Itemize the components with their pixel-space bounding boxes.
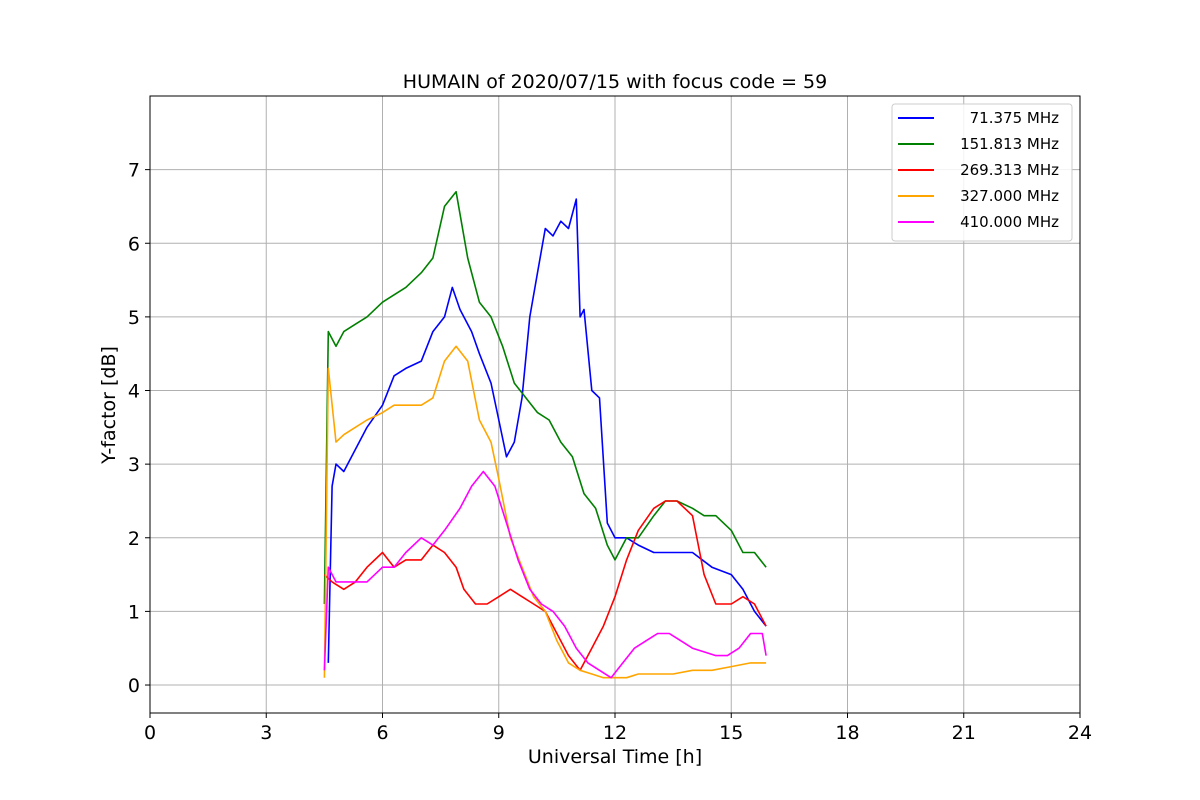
legend-box <box>891 103 1073 242</box>
series-line-0 <box>327 198 767 663</box>
chart-title: HUMAIN of 2020/07/15 with focus code = 5… <box>403 71 827 93</box>
legend: 71.375 MHz 151.813 MHz 269.313 MHz 327.000 … <box>891 103 1073 242</box>
series-line-3 <box>323 345 767 679</box>
x-tick-label: 0 <box>144 722 156 744</box>
legend-entries: 71.375 MHz 151.813 MHz 269.313 MHz 327.000 … <box>898 109 1059 231</box>
x-tick-label: 21 <box>952 722 976 744</box>
y-tick-label: 2 <box>128 528 140 550</box>
x-tick-label: 9 <box>493 722 505 744</box>
legend-label: 71.375 MHz <box>970 109 1059 127</box>
x-tick-label: 18 <box>835 722 859 744</box>
series-layer <box>323 190 767 679</box>
series-line-4 <box>323 470 767 679</box>
x-tick-label: 15 <box>719 722 743 744</box>
x-tick-label: 3 <box>260 722 272 744</box>
y-axis-label: Y-factor [dB] <box>98 346 120 465</box>
y-tick-label: 0 <box>128 675 140 697</box>
legend-label: 269.313 MHz <box>960 161 1059 179</box>
legend-label: 410.000 MHz <box>960 213 1059 231</box>
x-tick-label: 6 <box>376 722 388 744</box>
x-tick-label: 12 <box>603 722 627 744</box>
y-tick-label: 4 <box>128 381 140 403</box>
y-tick-label: 1 <box>128 601 140 623</box>
y-tick-label: 7 <box>128 160 140 182</box>
y-tick-label: 6 <box>128 233 140 255</box>
series-line-1 <box>323 190 767 605</box>
legend-label: 327.000 MHz <box>960 187 1059 205</box>
x-tick-label: 24 <box>1068 722 1092 744</box>
series-line-2 <box>323 500 767 672</box>
y-tick-label: 3 <box>128 454 140 476</box>
grid-layer <box>149 96 1081 713</box>
y-tick-label: 5 <box>128 307 140 329</box>
x-axis-label: Universal Time [h] <box>528 746 702 768</box>
legend-label: 151.813 MHz <box>960 135 1059 153</box>
